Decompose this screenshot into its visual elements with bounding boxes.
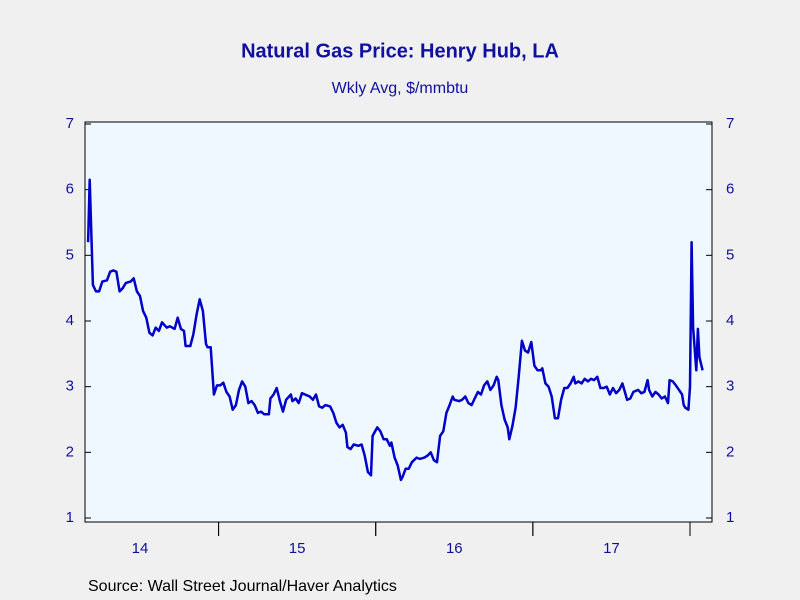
y-tick-label: 5 <box>66 246 74 263</box>
y2-tick-label: 5 <box>726 246 734 263</box>
y2-tick-label: 3 <box>726 378 734 395</box>
y-tick-label: 2 <box>66 443 74 460</box>
chart-title: Natural Gas Price: Henry Hub, LA <box>241 40 559 62</box>
source: Source: Wall Street Journal/Haver Analyt… <box>88 578 397 595</box>
y2-tick-label: 6 <box>726 181 734 198</box>
y-tick-label: 7 <box>66 115 74 132</box>
x-tick-label: 14 <box>132 540 149 557</box>
y2-tick-label: 4 <box>726 312 734 329</box>
chart-subtitle: Wkly Avg, $/mmbtu <box>332 80 469 97</box>
y-tick-label: 6 <box>66 181 74 198</box>
y2-tick-label: 7 <box>726 115 734 132</box>
x-tick-label: 16 <box>446 540 463 557</box>
y-tick-label: 1 <box>66 509 74 526</box>
x-tick-label: 15 <box>289 540 306 557</box>
x-tick-label: 17 <box>603 540 620 557</box>
y2-tick-label: 1 <box>726 509 734 526</box>
y2-tick-label: 2 <box>726 443 734 460</box>
y-tick-label: 4 <box>66 312 74 329</box>
y-tick-label: 3 <box>66 378 74 395</box>
price-line <box>86 178 704 482</box>
plot-area <box>84 121 713 523</box>
